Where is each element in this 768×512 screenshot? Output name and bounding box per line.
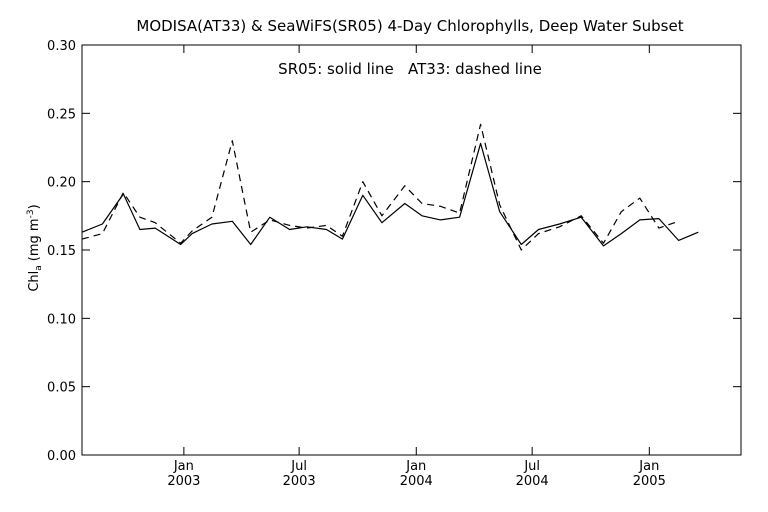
y-tick-label: 0.05	[47, 381, 76, 396]
y-axis: 0.00 0.05 0.10 0.15 0.20 0.25 0.30	[47, 39, 741, 464]
y-axis-label-subscript: a	[34, 265, 44, 271]
y-tick-label: 0.15	[47, 244, 76, 259]
x-tick-label-month: Jul	[290, 459, 307, 474]
chart-annotation: SR05: solid line AT33: dashed line	[278, 60, 542, 78]
plot-frame	[81, 44, 742, 456]
y-tick-label: 0.20	[47, 176, 76, 191]
y-axis-label-main: Chl	[27, 271, 42, 292]
series-line-sr05	[81, 142, 699, 247]
y-axis-label-unit: (mg m	[27, 218, 42, 261]
y-tick-label: 0.25	[47, 107, 76, 122]
chart-title: MODISA(AT33) & SeaWiFS(SR05) 4-Day Chlor…	[136, 17, 683, 35]
x-tick-label-month: Jan	[405, 459, 426, 474]
y-tick-label: 0.10	[47, 312, 76, 327]
x-tick-label-year: 2003	[283, 474, 316, 489]
x-tick-label-year: 2005	[633, 474, 666, 489]
y-tick-label: 0.00	[47, 449, 76, 464]
svg-text:Chla(mg m-3): Chla (mg m-3)	[26, 204, 44, 291]
y-tick-label: 0.30	[47, 39, 76, 54]
x-tick-label-month: Jan	[638, 459, 659, 474]
y-axis-label-exponent: -3	[26, 209, 36, 218]
series-line-at33	[81, 123, 679, 251]
y-axis-label-close: )	[27, 204, 42, 209]
y-axis-label: Chla (mg m-3)	[26, 204, 44, 291]
series-layer	[81, 123, 699, 251]
x-tick-label-month: Jan	[173, 459, 194, 474]
x-tick-label-year: 2003	[167, 474, 200, 489]
x-tick-label-year: 2004	[400, 474, 433, 489]
x-tick-label-month: Jul	[523, 459, 540, 474]
x-tick-label-year: 2004	[516, 474, 549, 489]
